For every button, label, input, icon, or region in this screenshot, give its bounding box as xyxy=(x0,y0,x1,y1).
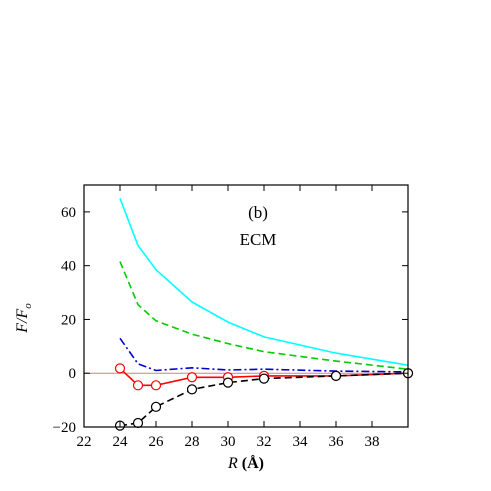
series-4-point xyxy=(330,370,342,382)
ticks-layer: 22 24 26 28 30 32 34 36 38 −20 0 20 40 60 xyxy=(53,185,408,450)
y-axis-label-subscript: o xyxy=(22,303,34,309)
series-0-line xyxy=(119,198,409,366)
series-4-point xyxy=(132,417,144,429)
series-1-line xyxy=(119,261,409,370)
x-tick-label: 38 xyxy=(365,434,380,450)
x-tick-label: 32 xyxy=(257,434,272,450)
series-4-point xyxy=(222,377,234,388)
panel-label: (b) xyxy=(248,203,268,222)
x-axis-label: R (Å) xyxy=(227,454,264,472)
y-tick-label: 60 xyxy=(61,205,76,221)
series-3-point xyxy=(132,380,144,391)
series-layer xyxy=(114,198,414,431)
plot-frame xyxy=(83,184,409,428)
series-4-point xyxy=(186,384,198,395)
x-axis-unit: (Å) xyxy=(238,454,264,472)
annotation-ecm: ECM xyxy=(240,230,277,249)
series-3-point xyxy=(150,380,162,391)
series-3-point xyxy=(114,363,126,374)
y-tick-label: −20 xyxy=(53,420,76,436)
x-tick-label: 26 xyxy=(149,434,165,450)
series-2-line xyxy=(119,337,409,373)
series-3-point xyxy=(186,372,198,383)
x-tick-label: 22 xyxy=(77,434,92,450)
x-tick-label: 36 xyxy=(329,434,345,450)
x-tick-label: 24 xyxy=(113,434,129,450)
series-4-point xyxy=(258,373,270,384)
x-tick-label: 34 xyxy=(293,434,309,450)
x-tick-label: 28 xyxy=(185,434,200,450)
x-tick-label: 30 xyxy=(221,434,236,450)
y-axis-label: F/Fo xyxy=(14,303,34,334)
y-tick-label: 0 xyxy=(69,366,77,382)
y-axis-label-main: F/F xyxy=(14,309,31,334)
series-4-point xyxy=(150,401,162,412)
y-tick-label: 40 xyxy=(61,259,76,275)
y-tick-label: 20 xyxy=(61,312,76,328)
x-axis-variable: R xyxy=(227,455,238,472)
